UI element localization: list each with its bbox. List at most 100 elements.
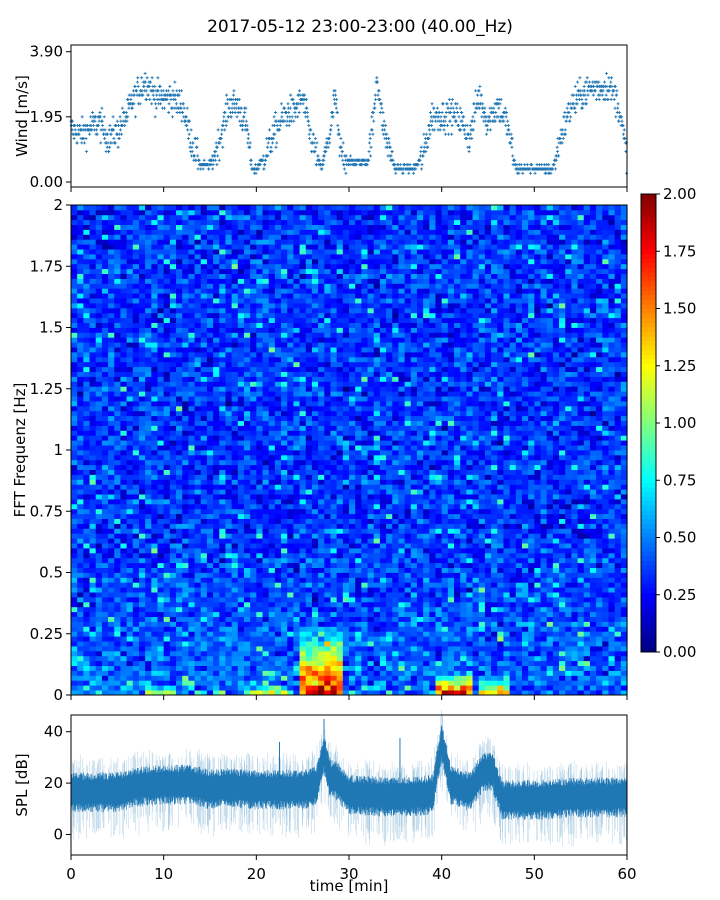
spectrogram-cell — [416, 650, 424, 657]
spectrogram-cell — [77, 636, 84, 642]
spectrogram-cell — [491, 562, 498, 568]
spectrogram-cell — [231, 636, 239, 642]
wind-point — [219, 137, 223, 141]
spectrogram-cell — [157, 499, 165, 505]
wind-point — [109, 132, 113, 136]
spectrogram-cell — [466, 518, 474, 524]
spectrogram-cell — [447, 503, 455, 510]
spectrogram-cell — [410, 577, 418, 583]
wind-point — [262, 167, 266, 171]
spectrogram-cell — [169, 597, 177, 603]
spectrogram-cell — [373, 562, 381, 568]
spectrogram-cell — [361, 646, 369, 652]
spectrogram-cell — [546, 552, 554, 559]
wind-point — [411, 171, 415, 175]
wind-point — [165, 97, 169, 101]
wind-point — [149, 80, 153, 84]
spectrogram-cell — [120, 499, 128, 505]
spectrogram-cell — [243, 611, 251, 617]
spectrogram-cell — [200, 606, 208, 613]
spectrogram-cell — [392, 567, 400, 573]
spectrogram-cell — [559, 592, 566, 598]
spectrogram-cell — [108, 572, 115, 578]
spectrogram-cell — [416, 606, 424, 613]
spectrogram-cell — [546, 577, 554, 583]
spectrogram-cell — [132, 626, 140, 632]
wind-point — [342, 163, 346, 167]
spectrogram-cell — [182, 631, 189, 637]
spectrogram-cell — [225, 636, 233, 642]
spectrogram-cell — [318, 631, 325, 637]
spectrogram-cell — [509, 523, 517, 529]
spectrogram-cell — [608, 572, 616, 578]
spectrogram-cell — [410, 543, 418, 549]
spectrogram-cell — [163, 562, 171, 568]
wind-point — [246, 137, 250, 141]
spectrogram-cell — [213, 567, 220, 573]
wind-point — [444, 110, 448, 114]
spectrogram-cell — [583, 577, 591, 583]
spectrogram-cell — [281, 636, 288, 642]
wind-point — [248, 145, 252, 149]
spectrogram-cell — [318, 518, 325, 524]
spectrogram-cell — [83, 548, 91, 554]
spectrogram-cell — [565, 631, 572, 637]
spectrogram-cell — [565, 641, 572, 647]
spectrogram-cell — [268, 597, 276, 603]
spectrogram-cell — [602, 543, 610, 549]
spectrogram-cell — [447, 665, 455, 671]
spectrogram-cell — [361, 685, 369, 691]
spectrogram-cell — [367, 582, 375, 588]
spectrogram-cell — [151, 660, 159, 666]
spectrogram-cell — [145, 567, 152, 573]
spectrogram-cell — [194, 543, 202, 549]
spectrogram-cell — [182, 646, 189, 652]
spectrogram-cell — [101, 538, 109, 544]
spectrogram-cell — [497, 562, 505, 568]
spectrogram-cell — [349, 675, 356, 681]
spectrogram-cell — [311, 513, 319, 519]
spectrogram-cell — [318, 655, 325, 662]
spectrogram-cell — [373, 606, 381, 613]
spectrogram-cell — [410, 606, 418, 613]
spectrogram-cell — [77, 685, 84, 691]
spectrogram-cell — [250, 538, 257, 544]
spectrogram-cell — [262, 675, 270, 681]
spectrogram-cell — [515, 582, 523, 588]
spectrogram-cell — [521, 665, 529, 671]
spectrogram-cell — [614, 582, 622, 588]
spectrogram-cell — [206, 655, 214, 662]
spectrogram-cell — [311, 601, 319, 608]
spectrogram-cell — [503, 626, 511, 632]
spectrogram-cell — [77, 567, 84, 573]
spectrogram-cell — [188, 552, 196, 559]
spectrogram-cell — [318, 621, 325, 627]
wind-point — [470, 137, 474, 141]
spectrogram-cell — [478, 631, 486, 637]
spectrogram-cell — [435, 503, 443, 510]
spectrogram-cell — [219, 611, 227, 617]
wind-point — [154, 106, 158, 110]
spectrogram-cell — [114, 660, 122, 666]
spectrogram-cell — [472, 518, 480, 524]
spectrogram-cell — [342, 660, 350, 666]
spectrogram-cell — [305, 631, 313, 637]
spectrogram-cell — [114, 567, 122, 573]
spectrogram-cell — [299, 582, 307, 588]
spectrogram-cell — [89, 650, 97, 657]
spectrogram-cell — [132, 665, 140, 671]
spectrogram-cell — [274, 508, 282, 515]
wind-point — [168, 84, 172, 88]
spectrogram-cell — [114, 577, 122, 583]
spectrogram-cell — [472, 562, 480, 568]
spectrogram-cell — [299, 665, 307, 671]
spectrogram-cell — [342, 606, 350, 613]
spectrogram-cell — [95, 621, 103, 627]
spectrogram-cell — [472, 597, 480, 603]
spectrogram-cell — [206, 528, 214, 534]
spectrogram-cell — [151, 513, 159, 519]
spectrogram-cell — [509, 606, 517, 613]
spectrogram-cell — [262, 660, 270, 666]
spectrogram-cell — [169, 538, 177, 544]
spectrogram-cell — [349, 616, 356, 622]
